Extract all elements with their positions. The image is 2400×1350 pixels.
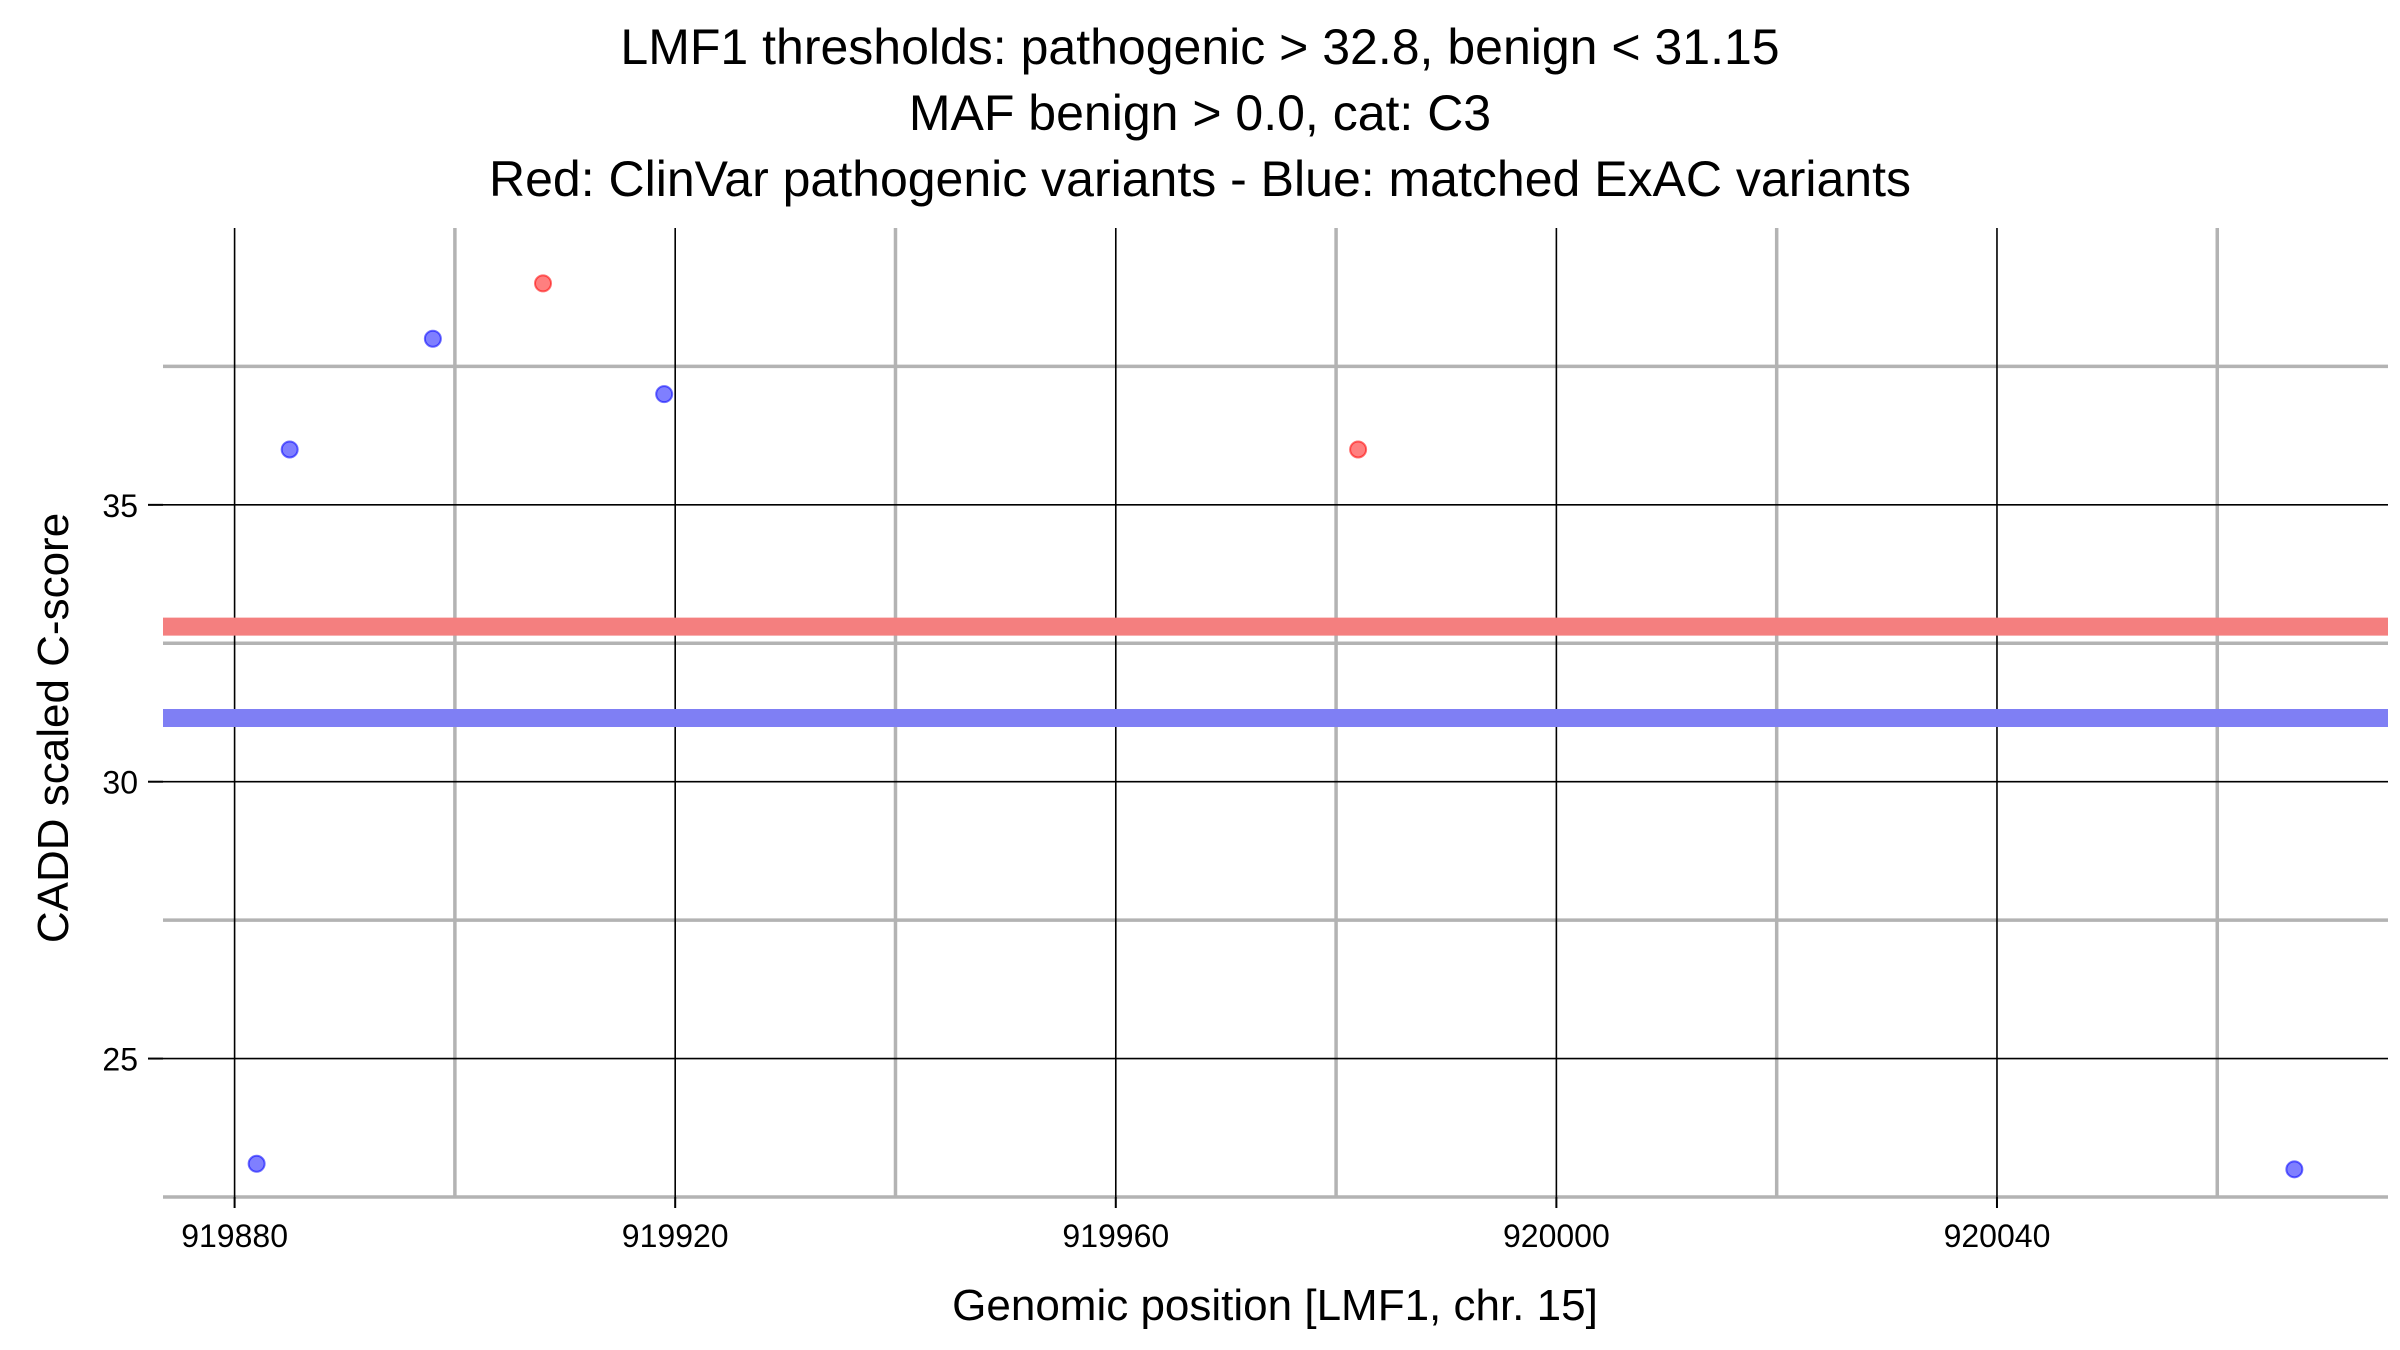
exac-variant-point [280, 440, 299, 459]
clinvar-pathogenic-point [1349, 440, 1368, 459]
y-tick-label: 30 [102, 765, 138, 801]
exac-variant-point [2285, 1160, 2304, 1179]
chart-title: LMF1 thresholds: pathogenic > 32.8, beni… [0, 14, 2400, 212]
x-axis: 919880 919920 919960 920000 920040 [181, 1197, 2050, 1254]
x-axis-title: Genomic position [LMF1, chr. 15] [952, 1281, 1598, 1330]
exac-variant-point [247, 1154, 266, 1173]
exac-variant-point [423, 329, 442, 348]
title-line-1: LMF1 thresholds: pathogenic > 32.8, beni… [620, 19, 1780, 75]
y-tick-label: 35 [102, 488, 138, 524]
title-line-2: MAF benign > 0.0, cat: C3 [908, 85, 1492, 141]
y-axis-title: CADD scaled C-score [29, 513, 78, 943]
threshold-lines [163, 617, 2388, 728]
y-axis: 25 30 35 [102, 488, 163, 1078]
y-tick-label: 25 [102, 1042, 138, 1078]
clinvar-pathogenic-point [534, 274, 553, 293]
x-tick-label: 920000 [1503, 1218, 1610, 1254]
x-tick-label: 920040 [1944, 1218, 2051, 1254]
exac-variant-point [655, 385, 674, 404]
title-line-3: Red: ClinVar pathogenic variants - Blue:… [489, 151, 1911, 207]
data-points [247, 274, 2304, 1179]
x-tick-label: 919880 [181, 1218, 288, 1254]
x-tick-label: 919920 [622, 1218, 729, 1254]
x-tick-label: 919960 [1062, 1218, 1169, 1254]
